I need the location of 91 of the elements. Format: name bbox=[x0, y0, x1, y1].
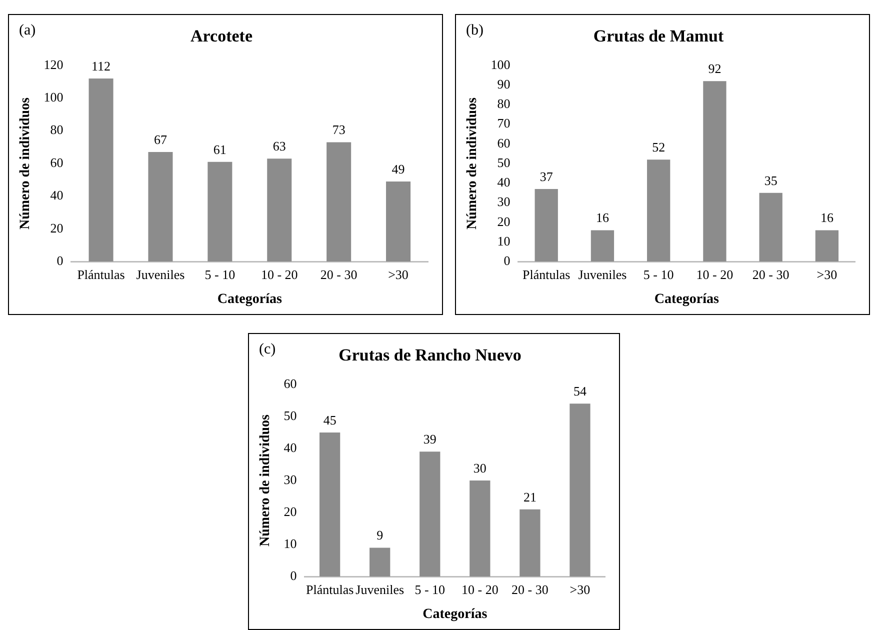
bar bbox=[420, 452, 440, 577]
data-label: 63 bbox=[272, 138, 286, 154]
text: (b) bbox=[466, 22, 484, 38]
data-label: 39 bbox=[423, 432, 436, 447]
y-tick-label: 60 bbox=[284, 376, 297, 391]
bar bbox=[267, 158, 292, 262]
chart-title: Arcotete bbox=[190, 26, 253, 46]
y-tick-label: 60 bbox=[50, 154, 64, 170]
bar bbox=[386, 181, 411, 262]
data-label: 16 bbox=[596, 210, 610, 226]
bar bbox=[320, 432, 340, 577]
y-tick-label: 90 bbox=[497, 76, 510, 92]
data-label: 16 bbox=[820, 210, 834, 226]
data-label: 49 bbox=[392, 161, 405, 176]
data-label: 37 bbox=[540, 168, 554, 184]
y-tick-label: 40 bbox=[50, 188, 64, 203]
y-tick-label: 100 bbox=[44, 90, 64, 105]
x-tick-label: Plántulas bbox=[306, 582, 354, 597]
x-tick-label: 5 - 10 bbox=[643, 266, 674, 282]
data-label: 73 bbox=[332, 122, 346, 138]
x-axis-title: Categorías bbox=[422, 607, 488, 622]
x-tick-label: 5 - 10 bbox=[414, 582, 446, 597]
x-axis-title: Categorías bbox=[654, 292, 720, 308]
y-tick-label: 0 bbox=[56, 253, 64, 268]
y-tick-label: 30 bbox=[497, 194, 510, 210]
x-tick-label: 10 - 20 bbox=[461, 582, 498, 597]
data-label: 21 bbox=[523, 489, 536, 504]
x-tick-label: 20 - 30 bbox=[320, 266, 358, 282]
data-label: 67 bbox=[154, 132, 168, 147]
x-tick-label: >30 bbox=[388, 266, 408, 282]
data-label: 61 bbox=[213, 142, 226, 157]
bar bbox=[815, 230, 839, 262]
bar bbox=[590, 230, 614, 262]
y-tick-label: 60 bbox=[497, 135, 510, 150]
x-tick-label: 10 - 20 bbox=[260, 266, 298, 282]
data-label: 112 bbox=[92, 58, 111, 74]
y-axis-title: Número de individuos bbox=[258, 414, 274, 546]
x-tick-label: Juveniles bbox=[578, 266, 627, 282]
x-tick-label: >30 bbox=[816, 266, 838, 282]
x-tick-label: Juveniles bbox=[136, 266, 185, 282]
bar bbox=[534, 189, 558, 262]
x-axis-title: Categorías bbox=[217, 292, 282, 308]
y-tick-label: 40 bbox=[497, 174, 510, 190]
x-tick-label: 20 - 30 bbox=[512, 582, 548, 597]
bar bbox=[759, 192, 782, 262]
bar bbox=[326, 142, 352, 262]
y-tick-label: 30 bbox=[284, 472, 297, 487]
bar bbox=[520, 509, 540, 577]
y-axis-title: Número de individuos bbox=[18, 96, 34, 230]
data-label: 92 bbox=[708, 61, 722, 76]
data-label: 30 bbox=[473, 460, 486, 476]
bar bbox=[148, 152, 173, 262]
bar bbox=[88, 78, 114, 262]
bar bbox=[470, 480, 490, 577]
x-tick-label: 20 - 30 bbox=[752, 266, 790, 282]
data-label: 52 bbox=[652, 140, 666, 154]
y-tick-label: 80 bbox=[497, 96, 510, 112]
text: (c) bbox=[259, 341, 276, 358]
y-tick-label: 120 bbox=[44, 56, 64, 72]
x-tick-label: Plántulas bbox=[522, 266, 570, 282]
x-tick-label: 5 - 10 bbox=[204, 266, 236, 282]
y-tick-label: 70 bbox=[497, 116, 510, 131]
x-tick-label: Juveniles bbox=[356, 582, 404, 597]
y-tick-label: 100 bbox=[490, 56, 510, 72]
bar bbox=[208, 162, 232, 262]
data-label: 54 bbox=[573, 384, 587, 399]
data-label: 35 bbox=[764, 172, 778, 188]
x-tick-label: >30 bbox=[570, 582, 590, 597]
y-tick-label: 20 bbox=[497, 214, 510, 229]
y-tick-label: 0 bbox=[504, 253, 510, 268]
y-tick-label: 0 bbox=[290, 568, 297, 584]
y-tick-label: 40 bbox=[284, 440, 297, 455]
data-label: 9 bbox=[376, 528, 384, 543]
bar bbox=[703, 81, 726, 262]
y-tick-label: 50 bbox=[284, 408, 297, 423]
x-tick-label: Plántulas bbox=[77, 266, 125, 282]
y-tick-label: 10 bbox=[497, 233, 510, 248]
y-axis-title: Número de individuos bbox=[465, 96, 480, 230]
y-tick-label: 80 bbox=[50, 122, 64, 138]
chart-title: Grutas de Rancho Nuevo bbox=[338, 346, 522, 365]
y-tick-label: 10 bbox=[284, 536, 297, 551]
y-tick-label: 50 bbox=[497, 154, 510, 170]
y-tick-label: 20 bbox=[50, 220, 64, 236]
data-label: 45 bbox=[323, 412, 336, 428]
chart-title: Grutas de Mamut bbox=[593, 26, 724, 46]
bar bbox=[647, 160, 670, 262]
bar bbox=[570, 404, 590, 577]
y-tick-label: 20 bbox=[284, 504, 297, 519]
x-tick-label: 10 - 20 bbox=[696, 266, 734, 282]
bar bbox=[370, 548, 390, 577]
text: (a) bbox=[19, 22, 36, 38]
